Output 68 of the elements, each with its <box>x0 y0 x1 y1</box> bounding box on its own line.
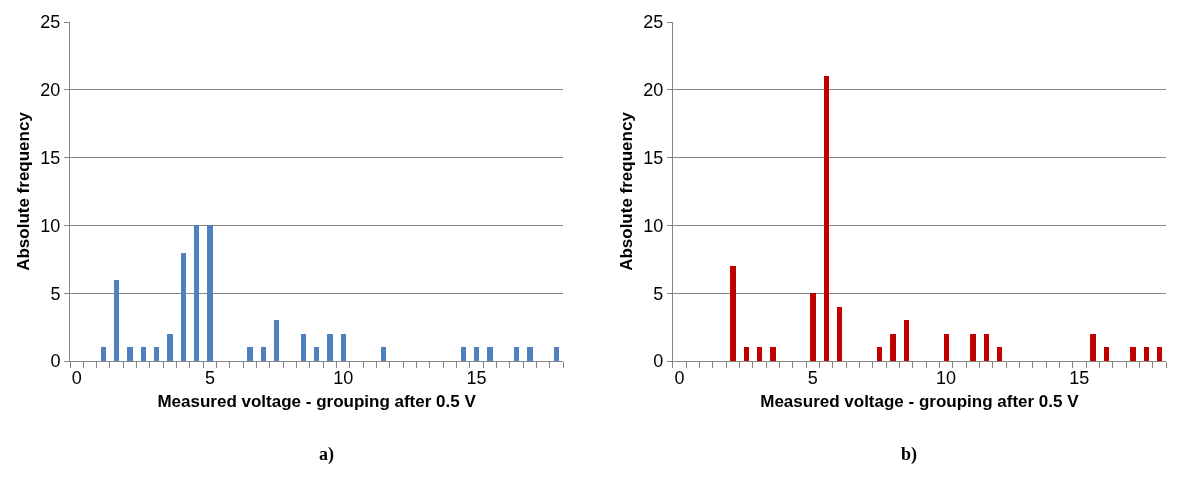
bar <box>181 253 186 361</box>
bar <box>823 76 829 361</box>
bar <box>1103 347 1109 361</box>
y-tick-label: 0 <box>653 351 664 372</box>
y-axis-title: Absolute frequency <box>13 111 33 271</box>
bar <box>114 280 119 361</box>
bar <box>1156 347 1162 361</box>
bar <box>769 347 776 361</box>
x-axis-title: Measured voltage - grouping after 0.5 V <box>760 392 1080 411</box>
bar <box>194 225 199 361</box>
bar <box>969 334 976 361</box>
bar <box>743 347 749 361</box>
text: a) <box>319 444 334 465</box>
bar <box>487 347 493 361</box>
y-tick-label: 25 <box>643 12 664 33</box>
x-tick-label: 5 <box>204 367 215 388</box>
text: b) <box>901 444 918 465</box>
bar <box>341 334 346 361</box>
bar <box>514 347 519 361</box>
bar <box>167 334 173 361</box>
y-tick-label: 10 <box>40 215 61 236</box>
bar <box>207 225 213 361</box>
x-tick-label: 0 <box>71 367 82 388</box>
bar <box>301 334 306 361</box>
x-axis-title: Measured voltage - grouping after 0.5 V <box>157 392 477 411</box>
bar <box>756 347 762 361</box>
bar <box>876 347 882 361</box>
y-tick-label: 20 <box>643 80 664 101</box>
bar <box>101 347 106 361</box>
bar <box>274 320 279 361</box>
bar <box>314 347 319 361</box>
bar <box>809 293 816 361</box>
bar <box>836 307 842 361</box>
bar <box>903 320 909 361</box>
bar <box>154 347 159 361</box>
y-tick-label: 20 <box>40 80 61 101</box>
y-tick-label: 15 <box>40 147 61 168</box>
y-tick-label: 15 <box>643 147 664 168</box>
bar <box>943 334 949 361</box>
bar <box>141 347 146 361</box>
y-tick-label: 0 <box>50 351 61 372</box>
bar <box>474 347 479 361</box>
x-tick-label: 15 <box>466 367 487 388</box>
x-tick-label: 5 <box>807 367 818 388</box>
bar <box>261 347 266 361</box>
bar <box>381 347 386 361</box>
x-tick-label: 15 <box>1069 367 1090 388</box>
bar <box>1129 347 1136 361</box>
bar <box>327 334 333 361</box>
y-tick-label: 5 <box>653 283 664 304</box>
bar <box>889 334 896 361</box>
bar <box>996 347 1002 361</box>
y-tick-label: 5 <box>50 283 61 304</box>
x-tick-label: 10 <box>333 367 354 388</box>
y-axis-title: Absolute frequency <box>616 111 636 271</box>
bar <box>554 347 559 361</box>
bar <box>1089 334 1096 361</box>
bar <box>983 334 989 361</box>
y-tick-label: 10 <box>643 215 664 236</box>
bar <box>461 347 466 361</box>
bar <box>127 347 133 361</box>
bar <box>247 347 253 361</box>
bar <box>527 347 533 361</box>
bar <box>729 266 736 361</box>
y-tick-label: 25 <box>40 12 61 33</box>
x-tick-label: 10 <box>936 367 957 388</box>
x-tick-label: 0 <box>674 367 685 388</box>
bar <box>1143 347 1149 361</box>
